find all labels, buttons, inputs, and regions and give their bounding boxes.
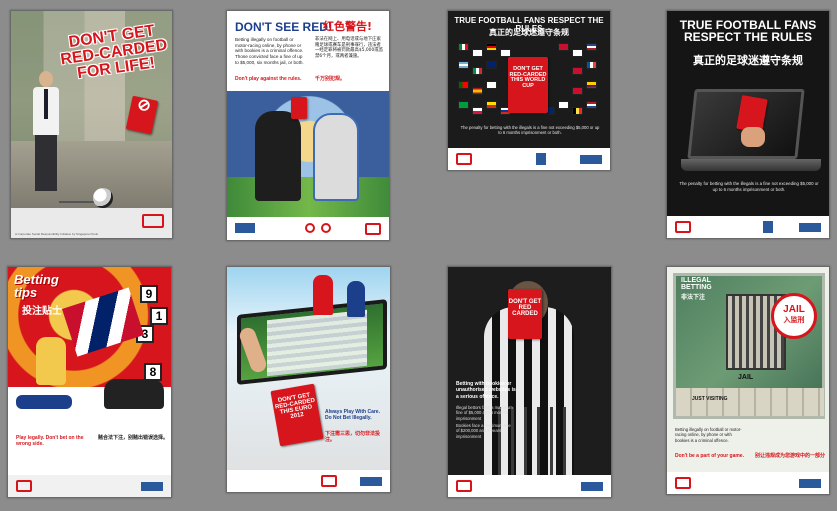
poster-tagline-en: Play legally. Don't bet on the wrong sid… [16,435,84,448]
poster-dont-see-red[interactable]: Don't see red! 红色警告! Betting illegally o… [226,10,390,241]
jail-stamp: Jail 入监刑 [771,293,817,339]
poster-body-en: Betting with bookies or unauthorised web… [456,381,516,400]
poster-red-carded-for-life[interactable]: Don't get red-carded for life! ⊘ A Corpo… [10,10,173,239]
poster-illegal-betting-jail[interactable]: Jail Just Visiting Illegal Betting 非法下注 … [666,266,830,495]
footballer-figure [36,337,66,385]
red-card: Don't get red-carded this World Cup [508,57,548,113]
footer-strip: A Corporate Social Responsibility Initia… [11,208,172,238]
poster-body: The penalty for betting with the illegal… [679,181,819,192]
footer-strip [448,148,610,170]
board-label-visiting: Just Visiting [692,396,728,402]
poster-laptop-red-card[interactable]: True football fans respect the rules 真正的… [666,10,830,239]
jail-stamp-label: Jail [783,304,805,315]
jail-bars [488,407,568,477]
red-card: Don't get red carded [508,289,542,339]
poster-betting-tips[interactable]: Betting tips 投注贴士 9 1 3 8 Play legally. … [7,266,172,498]
footer-strip [667,216,829,238]
board-game: Jail Just Visiting [673,273,825,419]
footer-strip [8,475,171,497]
football-icon [93,188,113,208]
footer-strip [667,472,829,494]
businessman-figure [31,71,61,191]
poster-body-en: Always Play With Care. Do Not Bet Illega… [325,409,380,422]
comic-illustration [227,91,389,217]
poster-headline-cn: 真正的足球迷遵守条规 [489,28,569,37]
flag-grid [458,43,602,121]
poster-headline: Don't see red! [235,20,332,34]
race-car [16,395,72,409]
poster-penalty-1: Illegal bettors face a maximum fine of $… [456,405,513,421]
player-figure [347,281,365,317]
poster-world-cup-flags[interactable]: True football fans respect the rules 真正的… [447,10,611,171]
poster-headline-cn: 非法下注 [681,294,706,301]
racer-figure [313,113,359,201]
poster-headline: Illegal Betting [681,277,712,291]
poster-tagline-en: Don't play against the rules. [235,76,302,82]
hand-figure [741,127,765,147]
number-tile: 9 [140,285,158,303]
poster-tagline-cn: 赌合法下注，别赌出错误选择。 [98,435,169,441]
player-figure [313,275,333,315]
poster-headline: Betting tips [14,272,59,300]
poster-body-cn: 非法在网上、用电话或与地下庄家赌足球或赛车是刑事罪行，违法者一经定罪将被罚款最高… [315,37,384,59]
poster-headline-cn: 红色警告! [323,20,373,33]
footer-note: A Corporate Social Responsibility Initia… [15,232,99,236]
red-card: Don't get red-carded this Euro 2012 [270,383,324,447]
laptop-illustration [681,89,821,175]
number-tile: 1 [150,307,168,325]
poster-headline: True football fans respect the rules [679,18,817,44]
poster-euro-2012-tablet[interactable]: Don't get red-carded this Euro 2012 Alwa… [226,266,391,493]
poster-tagline-cn: 别让违规成为您游戏中的一部分 [755,453,826,459]
poster-body-en: Betting illegally on football or motor-r… [235,37,304,65]
footer-strip [448,475,611,497]
red-card-icon [291,97,307,119]
poster-penalty-2: Bookies face a maximum fine of $200,000 … [456,423,511,439]
poster-tagline-en: Don't be a part of your game. [675,453,744,459]
poster-red-carded-prisoner[interactable]: Don't get red carded Betting with bookie… [447,266,612,498]
poster-body: The penalty for betting with the illegal… [460,125,600,136]
footer-strip [227,218,389,240]
poster-body-en: Betting illegally on football or motor-r… [675,427,742,443]
racehorses [104,379,164,409]
referee-figure [255,111,301,201]
betting-table [267,309,367,377]
ball-and-chain [59,201,99,203]
footer-strip [227,470,390,492]
poster-headline-cn: 投注贴士 [22,306,62,317]
board-label-jail: Jail [738,374,754,381]
board-track [676,388,824,416]
poster-headline-cn: 真正的足球迷遵守条规 [693,54,803,67]
poster-tagline-cn: 千万别犯规。 [315,76,346,82]
jail-stamp-label-cn: 入监刑 [783,316,805,324]
poster-headline: True football fans respect the rules [454,16,604,33]
poster-tagline-cn: 下注需三思，切勿非法投注。 [325,431,381,444]
